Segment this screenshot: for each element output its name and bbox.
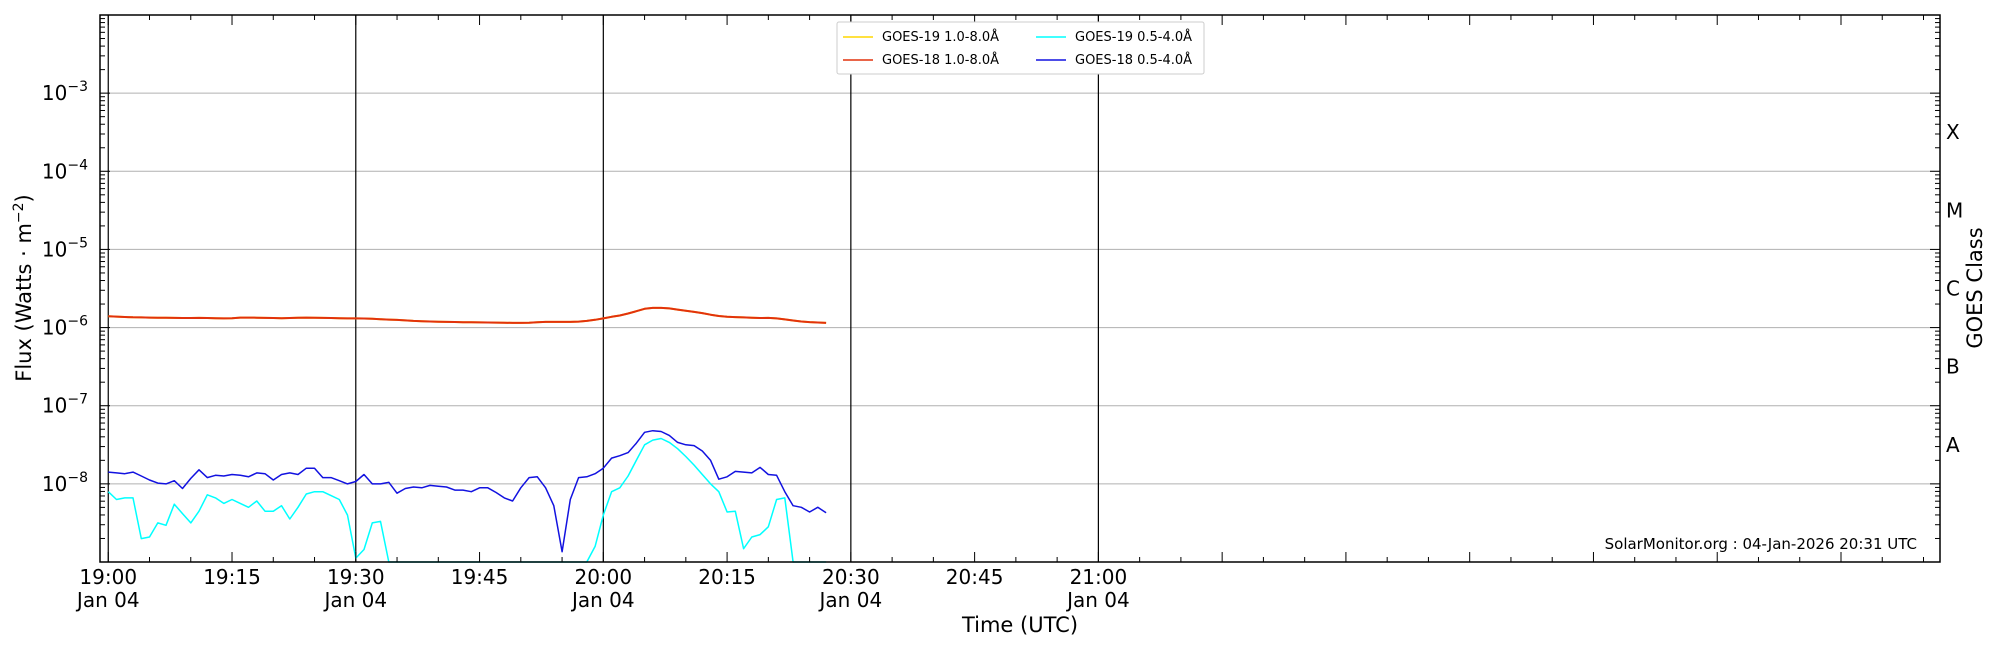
series-line-2 — [107, 437, 827, 563]
y-tick-label: 10−5 — [42, 235, 88, 261]
x-tick-label: 20:45 — [946, 565, 1004, 589]
x-axis-label: Time (UTC) — [961, 613, 1078, 637]
legend-label-goes18-long: GOES-18 1.0-8.0Å — [882, 52, 999, 68]
x-tick-date-label: Jan 04 — [1065, 588, 1130, 612]
legend-box — [836, 21, 1205, 75]
x-tick-label: 20:00 — [574, 565, 632, 589]
y-tick-label: 10−8 — [42, 470, 88, 496]
vertical-day-lines — [107, 15, 1099, 562]
x-tick-date-label: Jan 04 — [818, 588, 883, 612]
x-tick-label: 19:15 — [203, 565, 261, 589]
series-lines — [107, 306, 827, 563]
y-tick-label: 10−7 — [42, 392, 88, 418]
goes-class-x: X — [1946, 120, 1960, 144]
grid-lines — [100, 92, 1940, 485]
y-tick-label: 10−6 — [42, 314, 88, 340]
plot-frame — [99, 14, 1941, 563]
series-line-1 — [108, 306, 827, 324]
y-tick-label: 10−3 — [42, 79, 88, 105]
goes-class-c: C — [1946, 277, 1960, 301]
right-y-axis-label: GOES Class — [1963, 227, 1987, 348]
legend: GOES-19 1.0-8.0Å GOES-18 1.0-8.0Å GOES-1… — [836, 21, 1205, 75]
legend-label-goes18-short: GOES-18 0.5-4.0Å — [1075, 52, 1192, 68]
goes-class-labels: X M C B A — [1946, 120, 1963, 457]
goes-class-a: A — [1946, 433, 1960, 457]
goes-class-b: B — [1946, 355, 1960, 379]
y-tick-label: 10−4 — [42, 157, 88, 183]
watermark: SolarMonitor.org : 04-Jan-2026 20:31 UTC — [1605, 535, 1917, 553]
y-axis-label: Flux (Watts · m−2) — [11, 194, 36, 382]
x-tick-label: 21:00 — [1070, 565, 1128, 589]
x-tick-date-label: Jan 04 — [322, 588, 387, 612]
x-tick-label: 20:15 — [698, 565, 756, 589]
x-tick-date-label: Jan 04 — [75, 588, 140, 612]
x-tick-label: 19:30 — [327, 565, 385, 589]
series-line-3 — [108, 429, 827, 553]
axis-ticks — [100, 14, 1940, 563]
legend-label-goes19-short: GOES-19 0.5-4.0Å — [1075, 29, 1192, 45]
goes-class-m: M — [1946, 198, 1963, 222]
x-tick-label: 20:30 — [822, 565, 880, 589]
x-tick-date-label: Jan 04 — [570, 588, 635, 612]
x-tick-label: 19:00 — [79, 565, 137, 589]
legend-label-goes19-long: GOES-19 1.0-8.0Å — [882, 29, 999, 45]
x-tick-label: 19:45 — [451, 565, 509, 589]
y-tick-labels: 10−3 10−4 10−5 10−6 10−7 10−8 — [42, 79, 88, 496]
